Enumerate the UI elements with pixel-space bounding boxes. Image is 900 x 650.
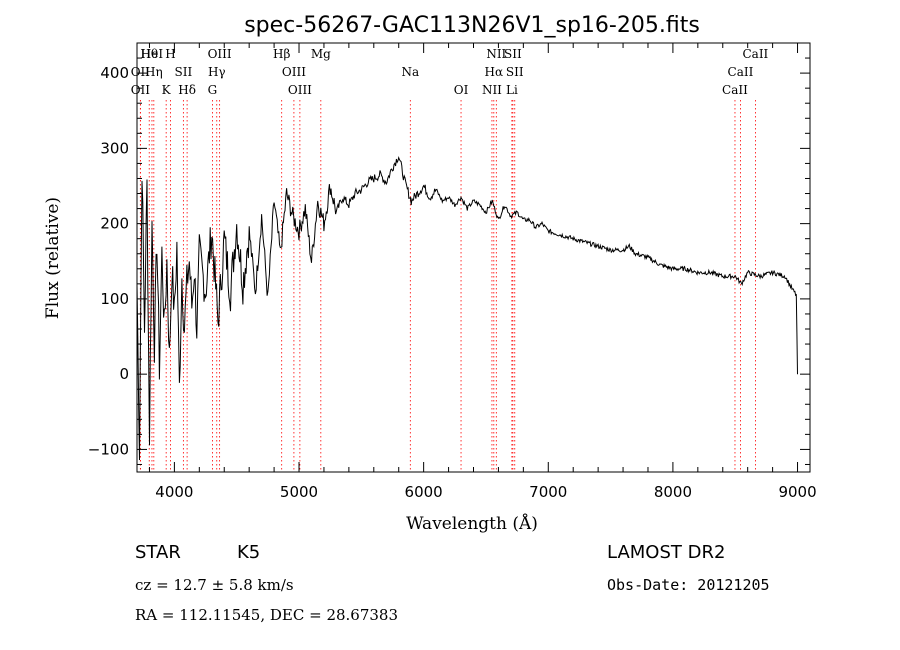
spectral-line-markers <box>139 100 756 472</box>
x-tick-label: 8000 <box>654 483 692 501</box>
plot-frame <box>136 42 811 473</box>
spectral-line-label: OII <box>131 83 151 97</box>
x-tick-label: 9000 <box>778 483 816 501</box>
spectral-line-label: H <box>165 47 175 61</box>
redshift-velocity: cz = 12.7 ± 5.8 km/s <box>135 576 294 594</box>
spectral-line-label: OI <box>454 83 469 97</box>
spectral-line-labels: HθOIIOIIHeIHηKHSIIHδOIIIHγGHβOIIIOIIIMgN… <box>131 47 769 97</box>
spectral-line-label: NII <box>482 83 502 97</box>
spectral-line-label: G <box>208 83 218 97</box>
y-axis-label: Flux (relative) <box>43 197 63 319</box>
spectral-line-label: Li <box>506 83 518 97</box>
spectral-line-label: OIII <box>208 47 232 61</box>
spectral-line-label: K <box>162 83 172 97</box>
spectral-line-label: OIII <box>288 83 312 97</box>
spectral-line-label: OII <box>131 65 151 79</box>
spectral-line-label: CaII <box>728 65 754 79</box>
y-tick-label: 100 <box>100 290 129 308</box>
spectral-line-label: SII <box>504 47 522 61</box>
spectral-line-label: HeI <box>141 47 164 61</box>
spectral-line-label: SII <box>506 65 524 79</box>
spectral-line-label: Hθ <box>140 47 158 61</box>
spectral-line-label: CaII <box>722 83 748 97</box>
x-axis-label: Wavelength (Å) <box>406 513 538 534</box>
survey-name: LAMOST DR2 <box>607 542 725 563</box>
spectral-line-label: Na <box>401 65 419 79</box>
x-tick-label: 7000 <box>529 483 567 501</box>
y-tick-label: 200 <box>100 215 129 233</box>
coordinates: RA = 112.11545, DEC = 28.67383 <box>135 606 398 624</box>
spectral-line-label: Hα <box>485 65 504 79</box>
spectral-line-label: NII <box>486 47 506 61</box>
spectral-line-label: Hδ <box>178 83 196 97</box>
spectral-line-label: Hγ <box>208 65 226 79</box>
spectral-line-label: SII <box>175 65 193 79</box>
spectral-line-label: Hη <box>145 65 163 79</box>
axis-ticks: 4000 5000 6000 7000 8000 9000 −100 0 100 200 300 40… <box>88 42 817 501</box>
spectral-line-label: CaII <box>742 47 768 61</box>
y-tick-label: −100 <box>88 440 129 458</box>
x-tick-label: 6000 <box>405 483 443 501</box>
y-tick-label: 0 <box>119 365 129 383</box>
y-tick-label: 400 <box>100 64 129 82</box>
chart-title: spec-56267-GAC113N26V1_sp16-205.fits <box>244 13 700 38</box>
spectral-line-label: Hβ <box>273 47 290 61</box>
spectral-line-label: OIII <box>282 65 306 79</box>
object-type: STAR <box>135 542 181 563</box>
y-tick-label: 300 <box>100 139 129 157</box>
observation-date: Obs-Date: 20121205 <box>607 576 770 594</box>
spectrum-series-line <box>136 156 798 461</box>
x-tick-label: 4000 <box>155 483 193 501</box>
object-subclass: K5 <box>237 542 260 563</box>
spectral-line-label: Mg <box>311 47 331 61</box>
x-tick-label: 5000 <box>280 483 318 501</box>
